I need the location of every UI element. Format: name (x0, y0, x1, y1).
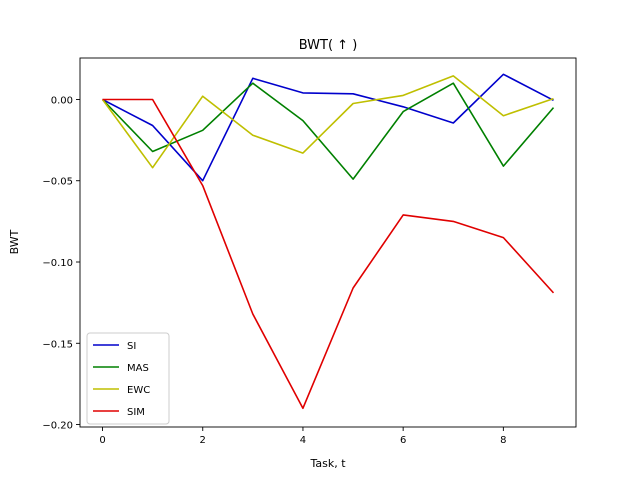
x-tick-label: 0 (99, 435, 105, 446)
legend-label-si: SI (127, 341, 136, 352)
y-tick-label: 0.00 (51, 95, 73, 106)
y-tick-label: −0.15 (42, 339, 73, 350)
plot-area: 0 2 4 6 8 0.00 −0.05 −0.10 −0.15 −0.20 (42, 57, 577, 446)
x-tick-label: 8 (500, 435, 506, 446)
legend-label-ewc: EWC (127, 385, 150, 396)
x-tick-label: 4 (300, 435, 306, 446)
x-axis-label: Task, t (309, 457, 346, 470)
y-tick-label: −0.10 (42, 258, 73, 269)
x-tick-label: 2 (200, 435, 206, 446)
series-line-sim (102, 98, 555, 410)
series-line-mas (101, 82, 555, 180)
chart-title: BWT( ↑ ) (299, 38, 358, 53)
series-line-ewc (101, 75, 554, 169)
legend-label-sim: SIM (127, 407, 145, 418)
legend-label-mas: MAS (127, 363, 149, 374)
x-tick-label: 6 (400, 435, 406, 446)
y-tick-label: −0.20 (42, 421, 73, 432)
series-line-si (102, 73, 554, 182)
axes-frame (79, 57, 577, 428)
legend: SI MAS EWC SIM (86, 332, 170, 425)
y-axis-label: BWT (8, 229, 21, 254)
y-tick-label: −0.05 (42, 177, 73, 188)
legend-box (86, 332, 170, 425)
